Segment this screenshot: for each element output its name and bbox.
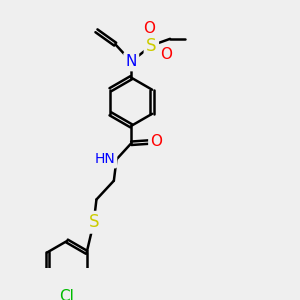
Text: S: S <box>146 37 157 55</box>
Text: N: N <box>126 54 137 69</box>
Text: O: O <box>150 134 162 149</box>
Text: HN: HN <box>94 152 115 166</box>
Text: O: O <box>143 21 155 36</box>
Text: Cl: Cl <box>59 289 74 300</box>
Text: O: O <box>160 47 172 62</box>
Text: S: S <box>88 213 99 231</box>
